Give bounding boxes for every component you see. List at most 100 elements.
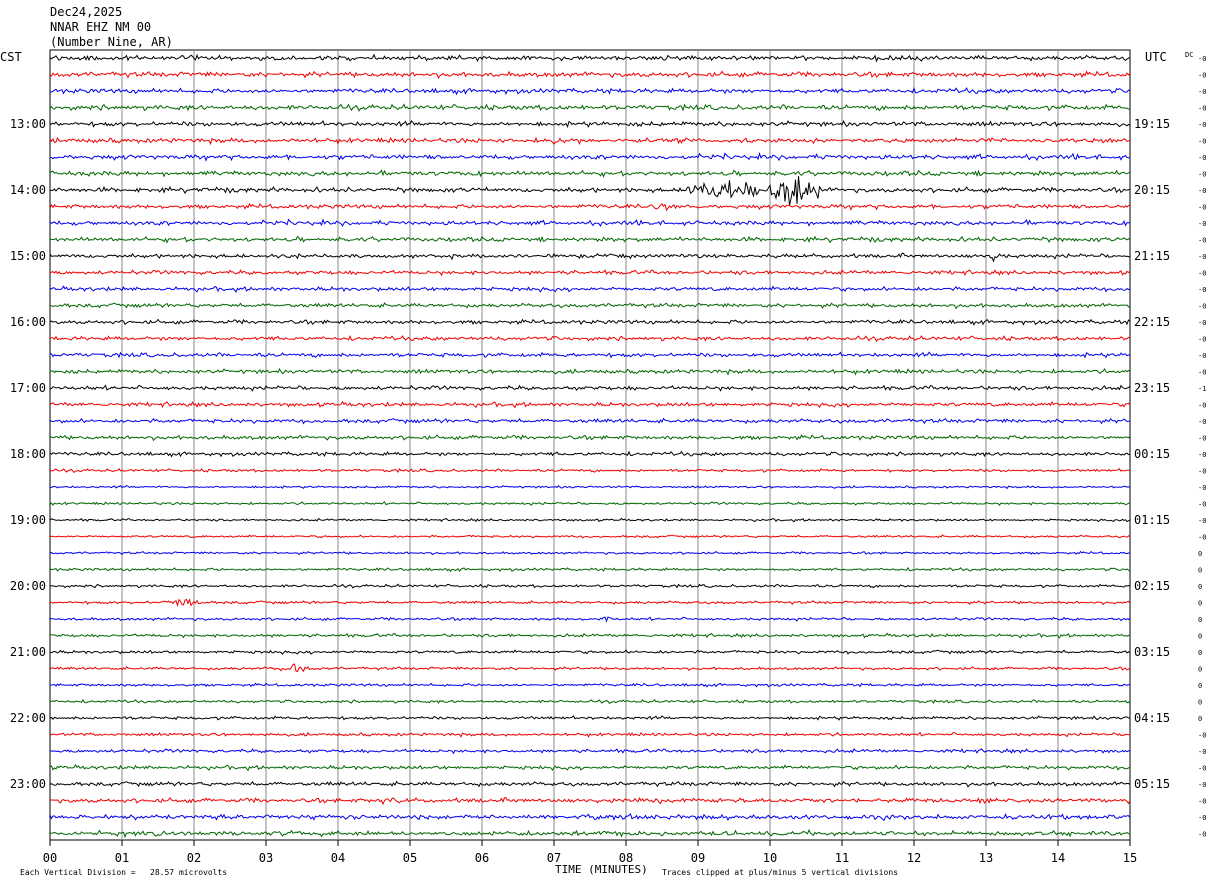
trace-row-10 — [49, 218, 1131, 227]
trace-row-13 — [49, 269, 1131, 277]
dc-offset-row-8: -0 — [1198, 187, 1206, 195]
dc-offset-row-0: -0 — [1198, 55, 1206, 63]
dc-offset-row-35: 0 — [1198, 633, 1202, 641]
dc-offset-row-9: -0 — [1198, 204, 1206, 212]
dc-offset-row-12: -0 — [1198, 253, 1206, 261]
cst-label-16:00: 16:00 — [10, 315, 46, 329]
cst-label-14:00: 14:00 — [10, 183, 46, 197]
trace-row-31 — [49, 566, 1131, 573]
x-tick-label-08: 08 — [619, 851, 633, 865]
trace-row-1 — [49, 70, 1131, 79]
trace-row-26 — [49, 484, 1131, 490]
dc-offset-row-13: -0 — [1198, 270, 1206, 278]
cst-label-21:00: 21:00 — [10, 645, 46, 659]
trace-row-47 — [49, 828, 1131, 839]
trace-row-45 — [49, 796, 1131, 806]
dc-offset-row-40: 0 — [1198, 715, 1202, 723]
trace-row-14 — [49, 285, 1131, 294]
trace-row-23 — [49, 434, 1131, 442]
trace-row-12 — [49, 252, 1131, 263]
dc-offset-row-46: -0 — [1198, 814, 1206, 822]
dc-offset-row-32: 0 — [1198, 583, 1202, 591]
utc-label-20:15: 20:15 — [1134, 183, 1170, 197]
dc-offset-row-39: 0 — [1198, 699, 1202, 707]
cst-label-15:00: 15:00 — [10, 249, 46, 263]
cst-label-13:00: 13:00 — [10, 117, 46, 131]
header-station: NNAR EHZ NM 00 — [50, 20, 152, 34]
dc-offset-row-45: -0 — [1198, 798, 1206, 806]
utc-label-05:15: 05:15 — [1134, 777, 1170, 791]
dc-offset-row-43: -0 — [1198, 765, 1206, 773]
x-tick-label-14: 14 — [1051, 851, 1065, 865]
dc-offset-row-2: -0 — [1198, 88, 1206, 96]
trace-row-11 — [50, 235, 1131, 244]
dc-offset-row-33: 0 — [1198, 600, 1202, 608]
header-date: Dec24,2025 — [50, 5, 123, 19]
x-tick-label-05: 05 — [403, 851, 417, 865]
trace-row-3 — [49, 103, 1131, 112]
x-tick-label-09: 09 — [691, 851, 705, 865]
trace-row-5 — [49, 136, 1131, 146]
utc-label-00:15: 00:15 — [1134, 447, 1170, 461]
cst-label-19:00: 19:00 — [10, 513, 46, 527]
dc-offset-labels: -0 -0 -0 -0 -0 -0 -0 -0 -0 -0 -0 -0 -0 -0 -0 -0 -0 -0 -0 -0… — [1198, 55, 1206, 839]
dc-offset-row-7: -0 — [1198, 171, 1206, 179]
cst-label-18:00: 18:00 — [10, 447, 46, 461]
dc-offset-row-41: -0 — [1198, 732, 1206, 740]
x-tick-label-06: 06 — [475, 851, 489, 865]
dc-offset-row-21: -0 — [1198, 402, 1206, 410]
dc-offset-row-26: -0 — [1198, 484, 1206, 492]
trace-row-17 — [49, 335, 1131, 343]
trace-row-4 — [49, 119, 1131, 128]
x-axis-label: TIME (MINUTES) — [555, 863, 648, 876]
scale-note: Each Vertical Division = 28.57 microvolt… — [20, 868, 227, 877]
dc-offset-row-15: -0 — [1198, 303, 1206, 311]
x-tick-label-07: 07 — [547, 851, 561, 865]
dc-offset-row-23: -0 — [1198, 435, 1206, 443]
trace-row-18 — [50, 351, 1130, 359]
dc-offset-row-20: -1 — [1198, 385, 1206, 393]
dc-offset-row-28: -0 — [1198, 517, 1206, 525]
dc-offset-row-22: -0 — [1198, 418, 1206, 426]
dc-offset-row-27: -0 — [1198, 501, 1206, 509]
utc-label-21:15: 21:15 — [1134, 249, 1170, 263]
x-tick-label-10: 10 — [763, 851, 777, 865]
trace-row-7 — [49, 169, 1131, 178]
dc-offset-row-42: -0 — [1198, 748, 1206, 756]
trace-row-36 — [50, 649, 1131, 655]
dc-offset-row-4: -0 — [1198, 121, 1206, 129]
dc-label: DC — [1185, 51, 1193, 59]
utc-label-19:15: 19:15 — [1134, 117, 1170, 131]
x-tick-label-01: 01 — [115, 851, 129, 865]
trace-row-28 — [49, 517, 1131, 523]
dc-offset-row-34: 0 — [1198, 616, 1202, 624]
minute-gridlines — [121, 50, 1059, 840]
utc-label-22:15: 22:15 — [1134, 315, 1170, 329]
trace-row-33 — [49, 598, 1131, 608]
trace-row-44 — [49, 780, 1131, 788]
trace-row-29 — [49, 534, 1131, 539]
utc-label-03:15: 03:15 — [1134, 645, 1170, 659]
trace-row-8 — [49, 176, 1131, 206]
trace-row-20 — [49, 384, 1131, 392]
cst-hour-labels: 13:00 14:00 15:00 16:00 17:00 18:00 19:00 20:00… — [10, 117, 46, 791]
dc-offset-row-24: -0 — [1198, 451, 1206, 459]
utc-label-01:15: 01:15 — [1134, 513, 1170, 527]
dc-offset-row-29: -0 — [1198, 534, 1206, 542]
trace-row-16 — [49, 318, 1131, 326]
x-tick-label-02: 02 — [187, 851, 201, 865]
x-tick-label-00: 00 — [43, 851, 57, 865]
dc-offset-row-14: -0 — [1198, 286, 1206, 294]
dc-offset-row-17: -0 — [1198, 336, 1206, 344]
dc-offset-row-10: -0 — [1198, 220, 1206, 228]
trace-row-6 — [50, 151, 1131, 162]
x-tick-labels: 00 01 02 03 04 05 06 07 08 09 10 11 12 13 14 15 — [43, 840, 1137, 865]
dc-offset-row-3: -0 — [1198, 105, 1206, 113]
cst-label-22:00: 22:00 — [10, 711, 46, 725]
x-tick-label-12: 12 — [907, 851, 921, 865]
dc-offset-row-1: -0 — [1198, 72, 1206, 80]
trace-row-32 — [49, 583, 1131, 589]
trace-row-39 — [49, 698, 1131, 705]
utc-label-02:15: 02:15 — [1134, 579, 1170, 593]
